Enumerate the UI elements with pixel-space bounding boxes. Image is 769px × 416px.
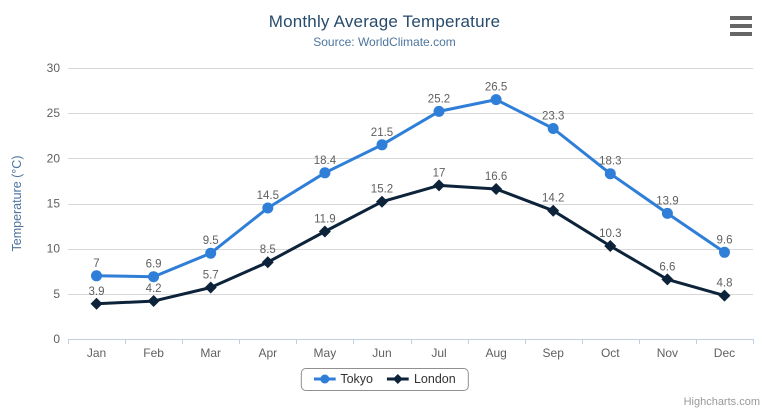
x-axis-label: Jan bbox=[87, 346, 106, 360]
legend-label-london: London bbox=[413, 372, 456, 386]
y-axis-label: 20 bbox=[47, 151, 61, 165]
x-axis-label: Oct bbox=[601, 346, 620, 360]
x-axis-label: Feb bbox=[143, 346, 164, 360]
y-axis-title: Temperature (°C) bbox=[10, 156, 24, 252]
tokyo-point[interactable] bbox=[490, 94, 502, 106]
tokyo-point[interactable] bbox=[205, 247, 217, 259]
london-point[interactable] bbox=[490, 183, 503, 196]
x-axis-label: Aug bbox=[485, 346, 506, 360]
london-point[interactable] bbox=[261, 256, 274, 269]
data-label: 26.5 bbox=[485, 82, 507, 94]
data-label: 16.6 bbox=[485, 171, 507, 183]
tokyo-point[interactable] bbox=[319, 167, 331, 179]
london-point[interactable] bbox=[318, 225, 331, 238]
london-point[interactable] bbox=[147, 295, 160, 308]
chart-title: Monthly Average Temperature bbox=[268, 12, 501, 31]
data-label: 23.3 bbox=[542, 111, 564, 123]
tokyo-point[interactable] bbox=[547, 123, 559, 134]
x-axis-label: Apr bbox=[258, 346, 277, 360]
data-label: 18.3 bbox=[599, 156, 621, 168]
x-axis-label: Sep bbox=[543, 346, 565, 360]
legend-marker-london bbox=[386, 374, 409, 384]
tokyo-point[interactable] bbox=[433, 105, 445, 117]
data-label: 5.7 bbox=[203, 270, 219, 282]
x-axis-label: Mar bbox=[200, 346, 221, 360]
legend-item-tokyo[interactable]: Tokyo bbox=[313, 372, 373, 386]
data-label: 3.9 bbox=[89, 286, 105, 298]
x-axis-label: Jul bbox=[431, 346, 446, 360]
london-point[interactable] bbox=[604, 239, 617, 252]
tokyo-point[interactable] bbox=[262, 202, 274, 214]
data-label: 6.6 bbox=[659, 261, 675, 273]
data-label: 6.9 bbox=[146, 259, 162, 271]
london-point[interactable] bbox=[547, 204, 560, 217]
tokyo-line bbox=[95, 98, 726, 279]
chart-subtitle: Source: WorldClimate.com bbox=[313, 35, 456, 49]
london-point[interactable] bbox=[433, 179, 446, 192]
london-point[interactable] bbox=[90, 297, 103, 310]
data-label: 7 bbox=[93, 258, 99, 270]
x-axis-label: May bbox=[314, 346, 337, 360]
y-axis-label: 5 bbox=[53, 287, 60, 301]
legend-item-london[interactable]: London bbox=[386, 372, 456, 386]
y-axis-label: 15 bbox=[47, 197, 61, 211]
y-axis-label: 10 bbox=[47, 242, 61, 256]
tokyo-point[interactable] bbox=[91, 270, 102, 282]
data-label: 10.3 bbox=[599, 228, 621, 240]
london-line bbox=[95, 183, 726, 306]
credits-link[interactable]: Highcharts.com bbox=[683, 396, 760, 408]
data-label: 14.2 bbox=[542, 193, 564, 205]
data-label: 14.5 bbox=[257, 190, 279, 202]
tokyo-point[interactable] bbox=[604, 168, 616, 180]
data-label: 11.9 bbox=[314, 214, 336, 226]
hamburger-icon bbox=[730, 24, 752, 28]
data-label: 15.2 bbox=[371, 184, 393, 196]
y-axis-label: 25 bbox=[47, 106, 61, 120]
x-axis-label: Jun bbox=[372, 346, 391, 360]
data-label: 18.4 bbox=[314, 155, 337, 167]
tokyo-point[interactable] bbox=[148, 271, 160, 283]
y-axis-label: 30 bbox=[47, 61, 61, 75]
hamburger-icon bbox=[730, 32, 752, 36]
data-label: 9.5 bbox=[203, 235, 219, 247]
data-label: 13.9 bbox=[656, 195, 678, 207]
data-label: 4.8 bbox=[717, 278, 733, 290]
data-label: 25.2 bbox=[428, 93, 450, 105]
hamburger-icon bbox=[730, 16, 752, 20]
london-point[interactable] bbox=[204, 281, 217, 294]
data-label: 8.5 bbox=[260, 244, 276, 256]
london-point[interactable] bbox=[375, 195, 388, 208]
legend: Tokyo London bbox=[300, 368, 469, 391]
legend-label-tokyo: Tokyo bbox=[340, 372, 373, 386]
y-axis-label: 0 bbox=[53, 332, 60, 346]
x-axis-label: Nov bbox=[657, 346, 678, 360]
london-point[interactable] bbox=[661, 273, 674, 286]
legend-marker-tokyo bbox=[313, 374, 336, 384]
data-label: 4.2 bbox=[146, 283, 162, 295]
london-point[interactable] bbox=[718, 289, 731, 302]
data-label: 17 bbox=[433, 167, 446, 179]
data-label: 9.6 bbox=[717, 234, 733, 246]
export-menu-button[interactable] bbox=[730, 16, 754, 36]
tokyo-point[interactable] bbox=[661, 207, 673, 219]
data-label: 21.5 bbox=[371, 127, 393, 139]
tokyo-point[interactable] bbox=[719, 246, 730, 258]
tokyo-point[interactable] bbox=[376, 139, 388, 151]
x-axis-label: Dec bbox=[714, 346, 735, 360]
